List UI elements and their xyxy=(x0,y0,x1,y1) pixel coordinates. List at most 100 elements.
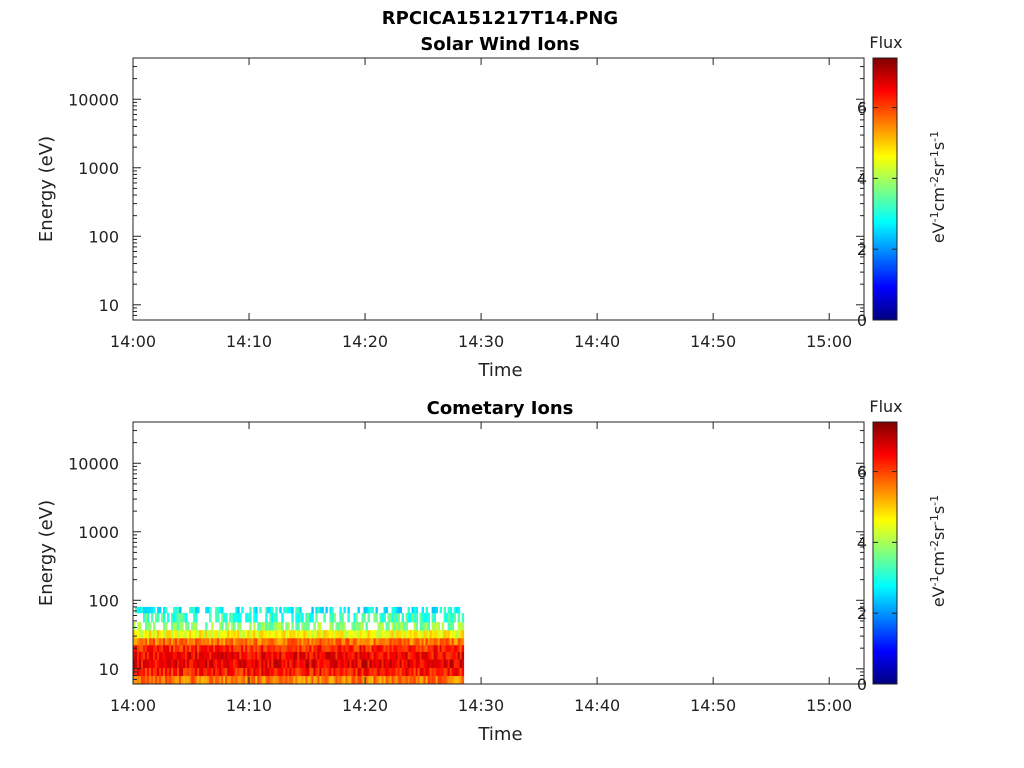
flux-cell xyxy=(271,622,274,631)
flux-cell xyxy=(433,644,437,652)
flux-cell xyxy=(169,630,172,639)
flux-cell xyxy=(137,651,140,660)
flux-cell xyxy=(199,644,202,652)
flux-cell xyxy=(459,644,463,652)
flux-cell xyxy=(429,667,433,677)
flux-cell xyxy=(261,651,264,660)
flux-cell xyxy=(175,637,178,646)
flux-cell xyxy=(335,637,338,646)
flux-cell xyxy=(265,667,268,677)
flux-cell xyxy=(363,667,366,677)
flux-cell xyxy=(183,667,186,677)
flux-cell xyxy=(201,651,204,660)
flux-cell xyxy=(187,630,190,639)
flux-cell xyxy=(405,622,408,631)
flux-cell xyxy=(175,675,178,685)
flux-cell xyxy=(383,612,386,623)
colorbar-tick-label: 4 xyxy=(857,533,867,552)
flux-cell xyxy=(265,630,268,639)
flux-cell xyxy=(429,644,433,652)
flux-cell xyxy=(223,612,226,623)
x-axis-label: Time xyxy=(477,724,522,745)
flux-cell xyxy=(453,659,457,669)
flux-cell xyxy=(187,667,190,677)
flux-cell xyxy=(239,644,242,652)
flux-cell xyxy=(281,667,284,677)
flux-cell xyxy=(369,630,372,639)
flux-cell xyxy=(421,651,424,660)
flux-cell xyxy=(255,606,258,614)
flux-cell xyxy=(343,606,346,614)
flux-cell xyxy=(441,644,445,652)
flux-cell xyxy=(201,667,204,677)
flux-cell xyxy=(209,637,212,646)
flux-cell xyxy=(355,659,358,669)
flux-cell xyxy=(375,675,378,685)
flux-cell xyxy=(185,637,188,646)
flux-cell xyxy=(337,651,340,660)
flux-cell xyxy=(311,644,314,652)
flux-cell xyxy=(393,667,396,677)
flux-cell xyxy=(237,667,240,677)
flux-cell xyxy=(429,630,433,639)
flux-cell xyxy=(347,637,350,646)
flux-cell xyxy=(269,675,272,685)
flux-cell xyxy=(415,622,418,631)
flux-cell xyxy=(221,612,224,623)
flux-cell xyxy=(141,651,144,660)
flux-cell xyxy=(451,612,455,623)
flux-cell xyxy=(431,622,435,631)
flux-cell xyxy=(341,622,344,631)
flux-cell xyxy=(179,644,182,652)
flux-cell xyxy=(209,659,212,669)
flux-cell xyxy=(259,667,262,677)
flux-cell xyxy=(215,651,218,660)
flux-cell xyxy=(427,637,431,646)
flux-cell xyxy=(275,622,278,631)
flux-cell xyxy=(221,622,224,631)
flux-cell xyxy=(359,667,362,677)
flux-cell xyxy=(147,637,150,646)
flux-cell xyxy=(389,675,392,685)
flux-cell xyxy=(161,637,164,646)
flux-cell xyxy=(159,630,162,639)
flux-cell xyxy=(241,659,244,669)
flux-cell xyxy=(163,637,166,646)
flux-cell xyxy=(255,637,258,646)
flux-cell xyxy=(397,675,400,685)
flux-cell xyxy=(231,630,234,639)
flux-cell xyxy=(443,637,447,646)
flux-cell xyxy=(449,622,453,631)
flux-cell xyxy=(233,659,236,669)
flux-cell xyxy=(233,622,236,631)
flux-cell xyxy=(241,667,244,677)
flux-cell xyxy=(425,667,429,677)
flux-cell xyxy=(391,659,394,669)
flux-cell xyxy=(273,612,276,623)
flux-cell xyxy=(281,675,284,685)
flux-cell xyxy=(457,612,461,623)
flux-cell xyxy=(245,659,248,669)
flux-cell xyxy=(229,644,232,652)
flux-cell xyxy=(165,651,168,660)
flux-cell xyxy=(137,630,140,639)
flux-cell xyxy=(393,612,396,623)
flux-cell xyxy=(191,637,194,646)
flux-cell xyxy=(229,651,232,660)
flux-cell xyxy=(309,612,312,623)
flux-cell xyxy=(147,644,150,652)
flux-cell xyxy=(367,659,370,669)
flux-cell xyxy=(195,675,198,685)
flux-cell xyxy=(381,630,384,639)
y-axis-label: Energy (eV) xyxy=(36,500,57,606)
flux-cell xyxy=(313,675,316,685)
flux-cell xyxy=(257,622,260,631)
flux-cell xyxy=(443,606,447,614)
flux-cell xyxy=(313,651,316,660)
flux-cell xyxy=(343,637,346,646)
flux-cell xyxy=(365,644,368,652)
flux-cell xyxy=(425,637,429,646)
flux-cell xyxy=(171,659,174,669)
flux-cell xyxy=(453,630,457,639)
flux-cell xyxy=(187,675,190,685)
